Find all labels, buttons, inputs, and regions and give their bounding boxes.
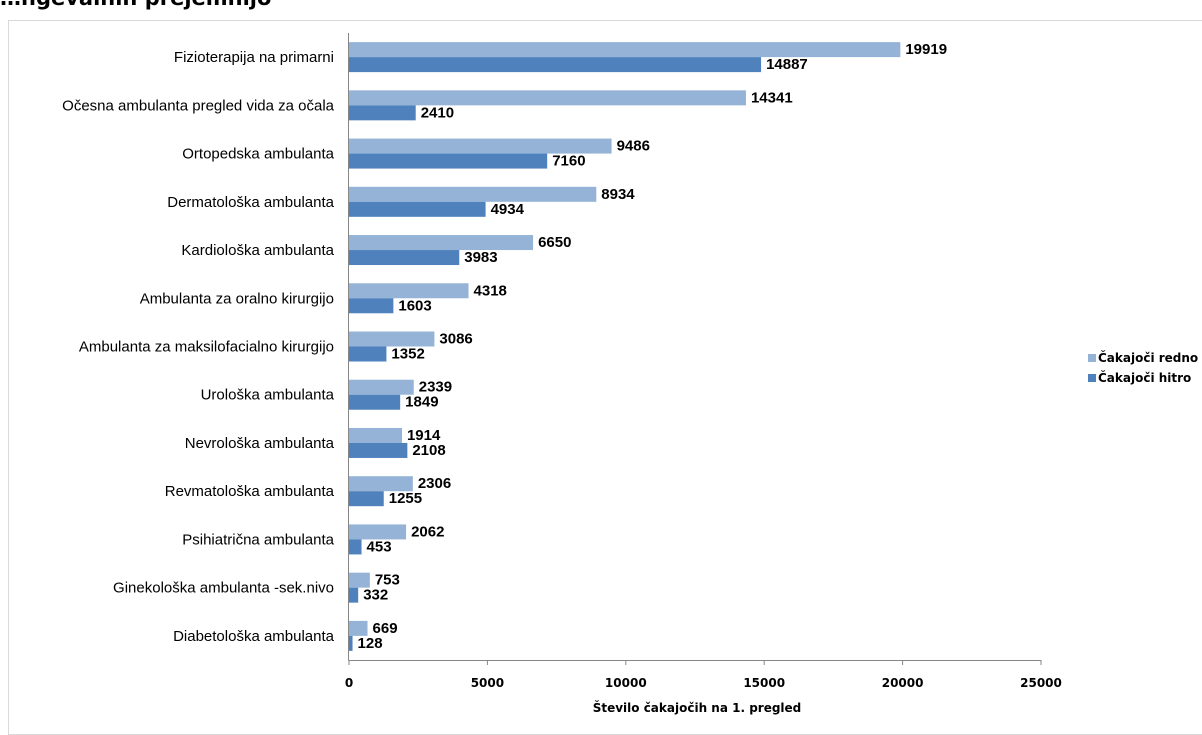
data-label: 332 <box>363 587 388 604</box>
data-label: 2410 <box>421 104 454 121</box>
category-label: Kardiološka ambulanta <box>181 242 334 259</box>
bar-hitro <box>349 298 394 314</box>
category-label: Ginekološka ambulanta -sek.nivo <box>113 580 334 597</box>
data-label: 8934 <box>601 186 635 203</box>
category-label: Psihiatrična ambulanta <box>182 531 334 548</box>
data-label: 14887 <box>766 56 808 73</box>
bar-redno <box>349 379 414 395</box>
x-axis-title: Število čakajočih na 1. pregled <box>593 700 802 715</box>
legend-entry: Čakajoči hitro <box>1098 370 1191 385</box>
data-label: 19919 <box>905 41 947 58</box>
data-label: 1849 <box>405 394 438 411</box>
bar-redno <box>349 524 407 540</box>
data-label: 6650 <box>538 234 571 251</box>
labels-group: Fizioterapija na primarni 19919 14887 Očesn… <box>62 41 947 652</box>
bar-hitro <box>349 250 460 266</box>
bar-hitro <box>349 105 416 121</box>
category-label: Očesna ambulanta pregled vida za očala <box>62 97 334 114</box>
data-label: 4318 <box>474 282 507 299</box>
bar-hitro <box>349 201 486 217</box>
data-label: 453 <box>367 538 392 555</box>
bar-hitro <box>349 442 408 458</box>
bar-redno <box>349 331 435 347</box>
bar-hitro <box>349 394 401 410</box>
data-label: 1603 <box>398 297 431 314</box>
category-label: Fizioterapija na primarni <box>174 49 334 66</box>
data-label: 9486 <box>617 138 650 155</box>
bar-redno <box>349 138 612 154</box>
category-label: Nevrološka ambulanta <box>185 435 335 452</box>
x-tick-label: 10000 <box>605 676 647 690</box>
category-label: Urološka ambulanta <box>201 387 335 404</box>
category-label: Ambulanta za oralno kirurgijo <box>140 290 334 307</box>
bars-group <box>349 42 901 651</box>
data-label: 128 <box>358 635 383 652</box>
data-label: 4934 <box>491 201 525 218</box>
chart-title: …ngevalnih prejemnijo <box>0 0 271 10</box>
data-label: 1352 <box>391 346 424 363</box>
legend-entry: Čakajoči redno <box>1098 350 1198 365</box>
bar-hitro <box>349 153 548 169</box>
bar-redno <box>349 620 368 636</box>
bar-hitro <box>349 491 384 507</box>
data-label: 2339 <box>419 379 452 396</box>
bar-redno <box>349 235 534 251</box>
data-label: 3983 <box>464 249 497 266</box>
legend: Čakajoči redno Čakajoči hitro <box>1088 350 1198 385</box>
category-label: Revmatološka ambulanta <box>165 483 335 500</box>
x-tick-label: 15000 <box>743 676 785 690</box>
data-label: 1255 <box>389 490 422 507</box>
data-label: 669 <box>373 620 398 637</box>
data-label: 1914 <box>407 427 441 444</box>
bar-redno <box>349 476 413 492</box>
category-label: Ortopedska ambulanta <box>182 146 334 163</box>
data-label: 2108 <box>412 442 445 459</box>
bar-redno <box>349 427 402 443</box>
x-tick-label: 5000 <box>471 676 504 690</box>
bar-hitro <box>349 539 362 555</box>
bar-hitro <box>349 346 387 362</box>
x-axis-ticks: 0 5000 10000 15000 20000 25000 <box>345 660 1062 690</box>
category-label: Diabetološka ambulanta <box>173 628 335 645</box>
category-label: Ambulanta za maksilofacialno kirurgijo <box>79 339 334 356</box>
data-label: 7160 <box>552 153 585 170</box>
bar-redno <box>349 42 901 58</box>
x-tick-label: 25000 <box>1020 676 1062 690</box>
bar-redno <box>349 572 370 588</box>
data-label: 3086 <box>439 331 472 348</box>
data-label: 2062 <box>411 523 444 540</box>
bar-hitro <box>349 57 762 73</box>
bar-hitro <box>349 635 353 651</box>
bar-redno <box>349 283 469 299</box>
bar-hitro <box>349 587 359 603</box>
category-label: Dermatološka ambulanta <box>167 194 334 211</box>
data-label: 2306 <box>418 475 451 492</box>
data-label: 753 <box>375 572 400 589</box>
x-tick-label: 0 <box>345 676 353 690</box>
x-tick-label: 20000 <box>882 676 924 690</box>
legend-swatch <box>1088 374 1096 382</box>
bar-redno <box>349 186 597 202</box>
legend-swatch <box>1088 354 1096 362</box>
data-label: 14341 <box>751 89 793 106</box>
bar-redno <box>349 90 746 106</box>
